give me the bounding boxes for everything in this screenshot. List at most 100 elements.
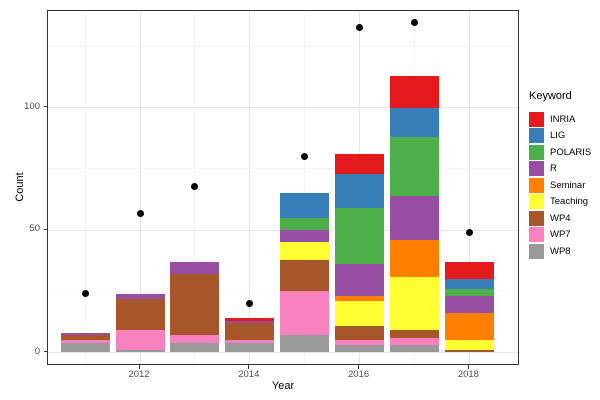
- bar-segment-inria-2016: [335, 154, 385, 174]
- bar-segment-lig-2015: [280, 193, 330, 218]
- x-tick-mark: [248, 365, 250, 369]
- data-point: [246, 300, 254, 308]
- legend-item-label: POLARIS: [550, 146, 592, 158]
- x-tick-label: 2012: [128, 369, 150, 380]
- bar-segment-wp4-2015: [280, 259, 330, 292]
- gridline-major-y: [48, 352, 518, 353]
- legend-item-label: R: [550, 163, 557, 175]
- bar-segment-lig-2016: [335, 173, 385, 209]
- bar-segment-wp8-2014: [225, 342, 275, 353]
- x-axis-title: Year: [271, 380, 295, 392]
- bar-segment-r-2014: [225, 320, 275, 324]
- legend-item-label: INRIA: [550, 113, 576, 125]
- bar-segment-wp7-2017: [390, 337, 439, 346]
- bar-segment-r-2013: [170, 261, 220, 275]
- bar-segment-teaching-2018: [444, 340, 494, 351]
- legend-item: R: [529, 161, 591, 178]
- bar-segment-polaris-2017: [390, 137, 439, 196]
- bar-segment-wp8-2017: [390, 345, 439, 353]
- gridline-minor-y: [48, 168, 518, 170]
- legend-item-label: Seminar: [550, 179, 586, 191]
- legend-item: WP7: [529, 227, 591, 244]
- bar-segment-wp8-2011: [60, 342, 110, 353]
- x-tick-label: 2018: [457, 369, 479, 380]
- gridline-major-x: [468, 11, 470, 364]
- bar-segment-wp4-2014: [225, 323, 275, 341]
- bar-segment-teaching-2017: [390, 276, 439, 331]
- legend-item: Seminar: [529, 177, 591, 194]
- legend-swatch: [529, 161, 544, 177]
- bar-segment-r-2016: [335, 264, 385, 297]
- legend-swatch: [529, 243, 544, 259]
- x-tick-label: 2014: [238, 369, 260, 380]
- data-point: [136, 209, 144, 217]
- data-point: [465, 229, 473, 237]
- bar-segment-polaris-2018: [444, 288, 494, 297]
- gridline-major-x: [249, 11, 251, 364]
- legend-title: Keyword: [529, 90, 572, 102]
- gridline-major-x: [139, 11, 141, 364]
- bar-segment-wp7-2016: [335, 340, 385, 346]
- legend-swatch: [529, 177, 544, 193]
- legend-item-label: LIG: [550, 130, 566, 142]
- bar-segment-wp7-2015: [280, 291, 330, 336]
- bar-segment-wp4-2018: [444, 350, 494, 353]
- bar-segment-r-2015: [280, 230, 330, 243]
- y-tick-mark: [43, 106, 47, 108]
- legend-item-label: WP4: [550, 212, 571, 224]
- legend-swatch: [529, 210, 544, 226]
- bar-segment-seminar-2017: [390, 239, 439, 277]
- data-point: [411, 18, 418, 26]
- bar-segment-polaris-2016: [335, 208, 385, 265]
- y-tick-label: 100: [24, 100, 40, 112]
- data-point: [81, 290, 89, 298]
- x-tick-mark: [138, 365, 140, 369]
- gridline-minor-y: [48, 46, 518, 48]
- y-axis-title: Count: [14, 172, 26, 202]
- bar-segment-teaching-2016: [335, 301, 385, 326]
- plot-panel: [47, 10, 519, 365]
- data-point: [301, 153, 309, 161]
- legend-item: POLARIS: [529, 144, 591, 161]
- bar-segment-r-2017: [390, 195, 439, 240]
- legend-swatch: [529, 144, 544, 160]
- bar-segment-wp4-2011: [60, 335, 110, 341]
- y-tick-mark: [43, 228, 47, 230]
- bar-segment-wp4-2012: [115, 298, 165, 331]
- bar-segment-wp8-2012: [115, 350, 165, 353]
- bar-segment-wp7-2013: [170, 335, 220, 343]
- bar-segment-r-2018: [444, 296, 494, 314]
- legend-item-label: Teaching: [550, 196, 589, 208]
- legend-item: LIG: [529, 128, 591, 145]
- bar-segment-wp8-2013: [170, 342, 220, 353]
- bar-segment-r-2011: [60, 332, 110, 336]
- legend-item: WP8: [529, 243, 591, 260]
- bar-segment-teaching-2015: [280, 242, 330, 260]
- legend-item-label: WP8: [550, 245, 571, 257]
- data-point: [356, 23, 364, 31]
- bar-segment-wp4-2017: [390, 330, 439, 338]
- bar-segment-r-2012: [115, 293, 165, 299]
- legend-item: INRIA: [529, 111, 591, 128]
- legend-swatch: [529, 227, 544, 243]
- legend-items: INRIA LIG POLARIS R Seminar Teaching WP4 WP7 WP8: [529, 111, 591, 260]
- legend-item: Teaching: [529, 194, 591, 211]
- legend-item: WP4: [529, 210, 591, 227]
- bar-segment-inria-2014: [225, 318, 275, 321]
- gridline-major-y: [48, 107, 518, 109]
- bar-segment-seminar-2018: [444, 313, 494, 341]
- bar-segment-wp7-2012: [115, 330, 165, 351]
- gridline-minor-x: [84, 11, 86, 364]
- bar-segment-wp7-2011: [60, 340, 110, 343]
- bar-segment-seminar-2016: [335, 296, 385, 302]
- bar-segment-wp4-2013: [170, 274, 220, 336]
- legend-swatch: [529, 128, 544, 144]
- gridline-minor-x: [304, 11, 306, 364]
- legend-swatch: [529, 111, 544, 127]
- legend-swatch: [529, 194, 544, 210]
- x-tick-mark: [467, 365, 469, 369]
- bar-segment-lig-2017: [390, 107, 439, 138]
- bar-segment-polaris-2015: [280, 217, 330, 231]
- y-tick-label: 0: [34, 345, 40, 357]
